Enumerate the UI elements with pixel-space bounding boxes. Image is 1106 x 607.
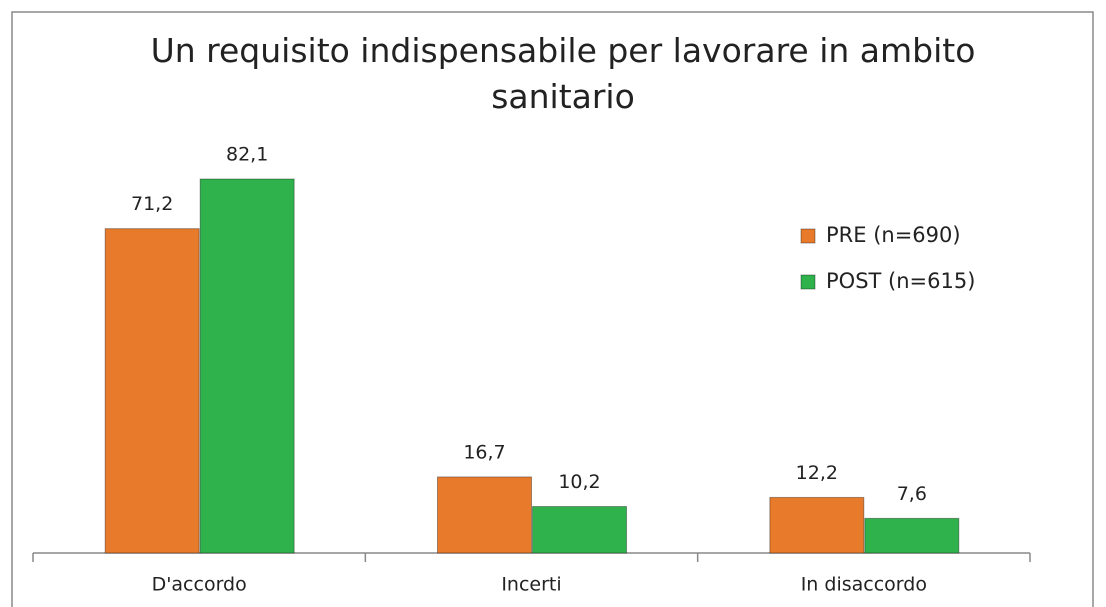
x-tick-label: D'accordo: [152, 574, 247, 596]
bar: [769, 496, 865, 554]
bar: [199, 178, 295, 554]
data-label: 82,1: [226, 144, 268, 166]
legend-swatch: [800, 274, 816, 290]
x-tick-label: In disaccordo: [801, 574, 927, 596]
bar: [437, 476, 532, 554]
legend-label: PRE (n=690): [826, 223, 961, 247]
data-label: 16,7: [463, 441, 505, 463]
bar: [532, 506, 627, 554]
title-line: sanitario: [491, 77, 635, 116]
x-tick-label: Incerti: [501, 574, 561, 596]
chart-title: Un requisito indispensabile per lavorare…: [151, 31, 976, 116]
title-line: Un requisito indispensabile per lavorare…: [151, 31, 976, 70]
data-label: 71,2: [131, 193, 173, 215]
data-label: 10,2: [558, 471, 600, 493]
bar: [864, 517, 960, 554]
legend-swatch: [800, 228, 816, 244]
data-label: 7,6: [897, 483, 927, 505]
data-label: 12,2: [796, 462, 838, 484]
bar: [104, 228, 200, 554]
legend-label: POST (n=615): [826, 269, 975, 293]
